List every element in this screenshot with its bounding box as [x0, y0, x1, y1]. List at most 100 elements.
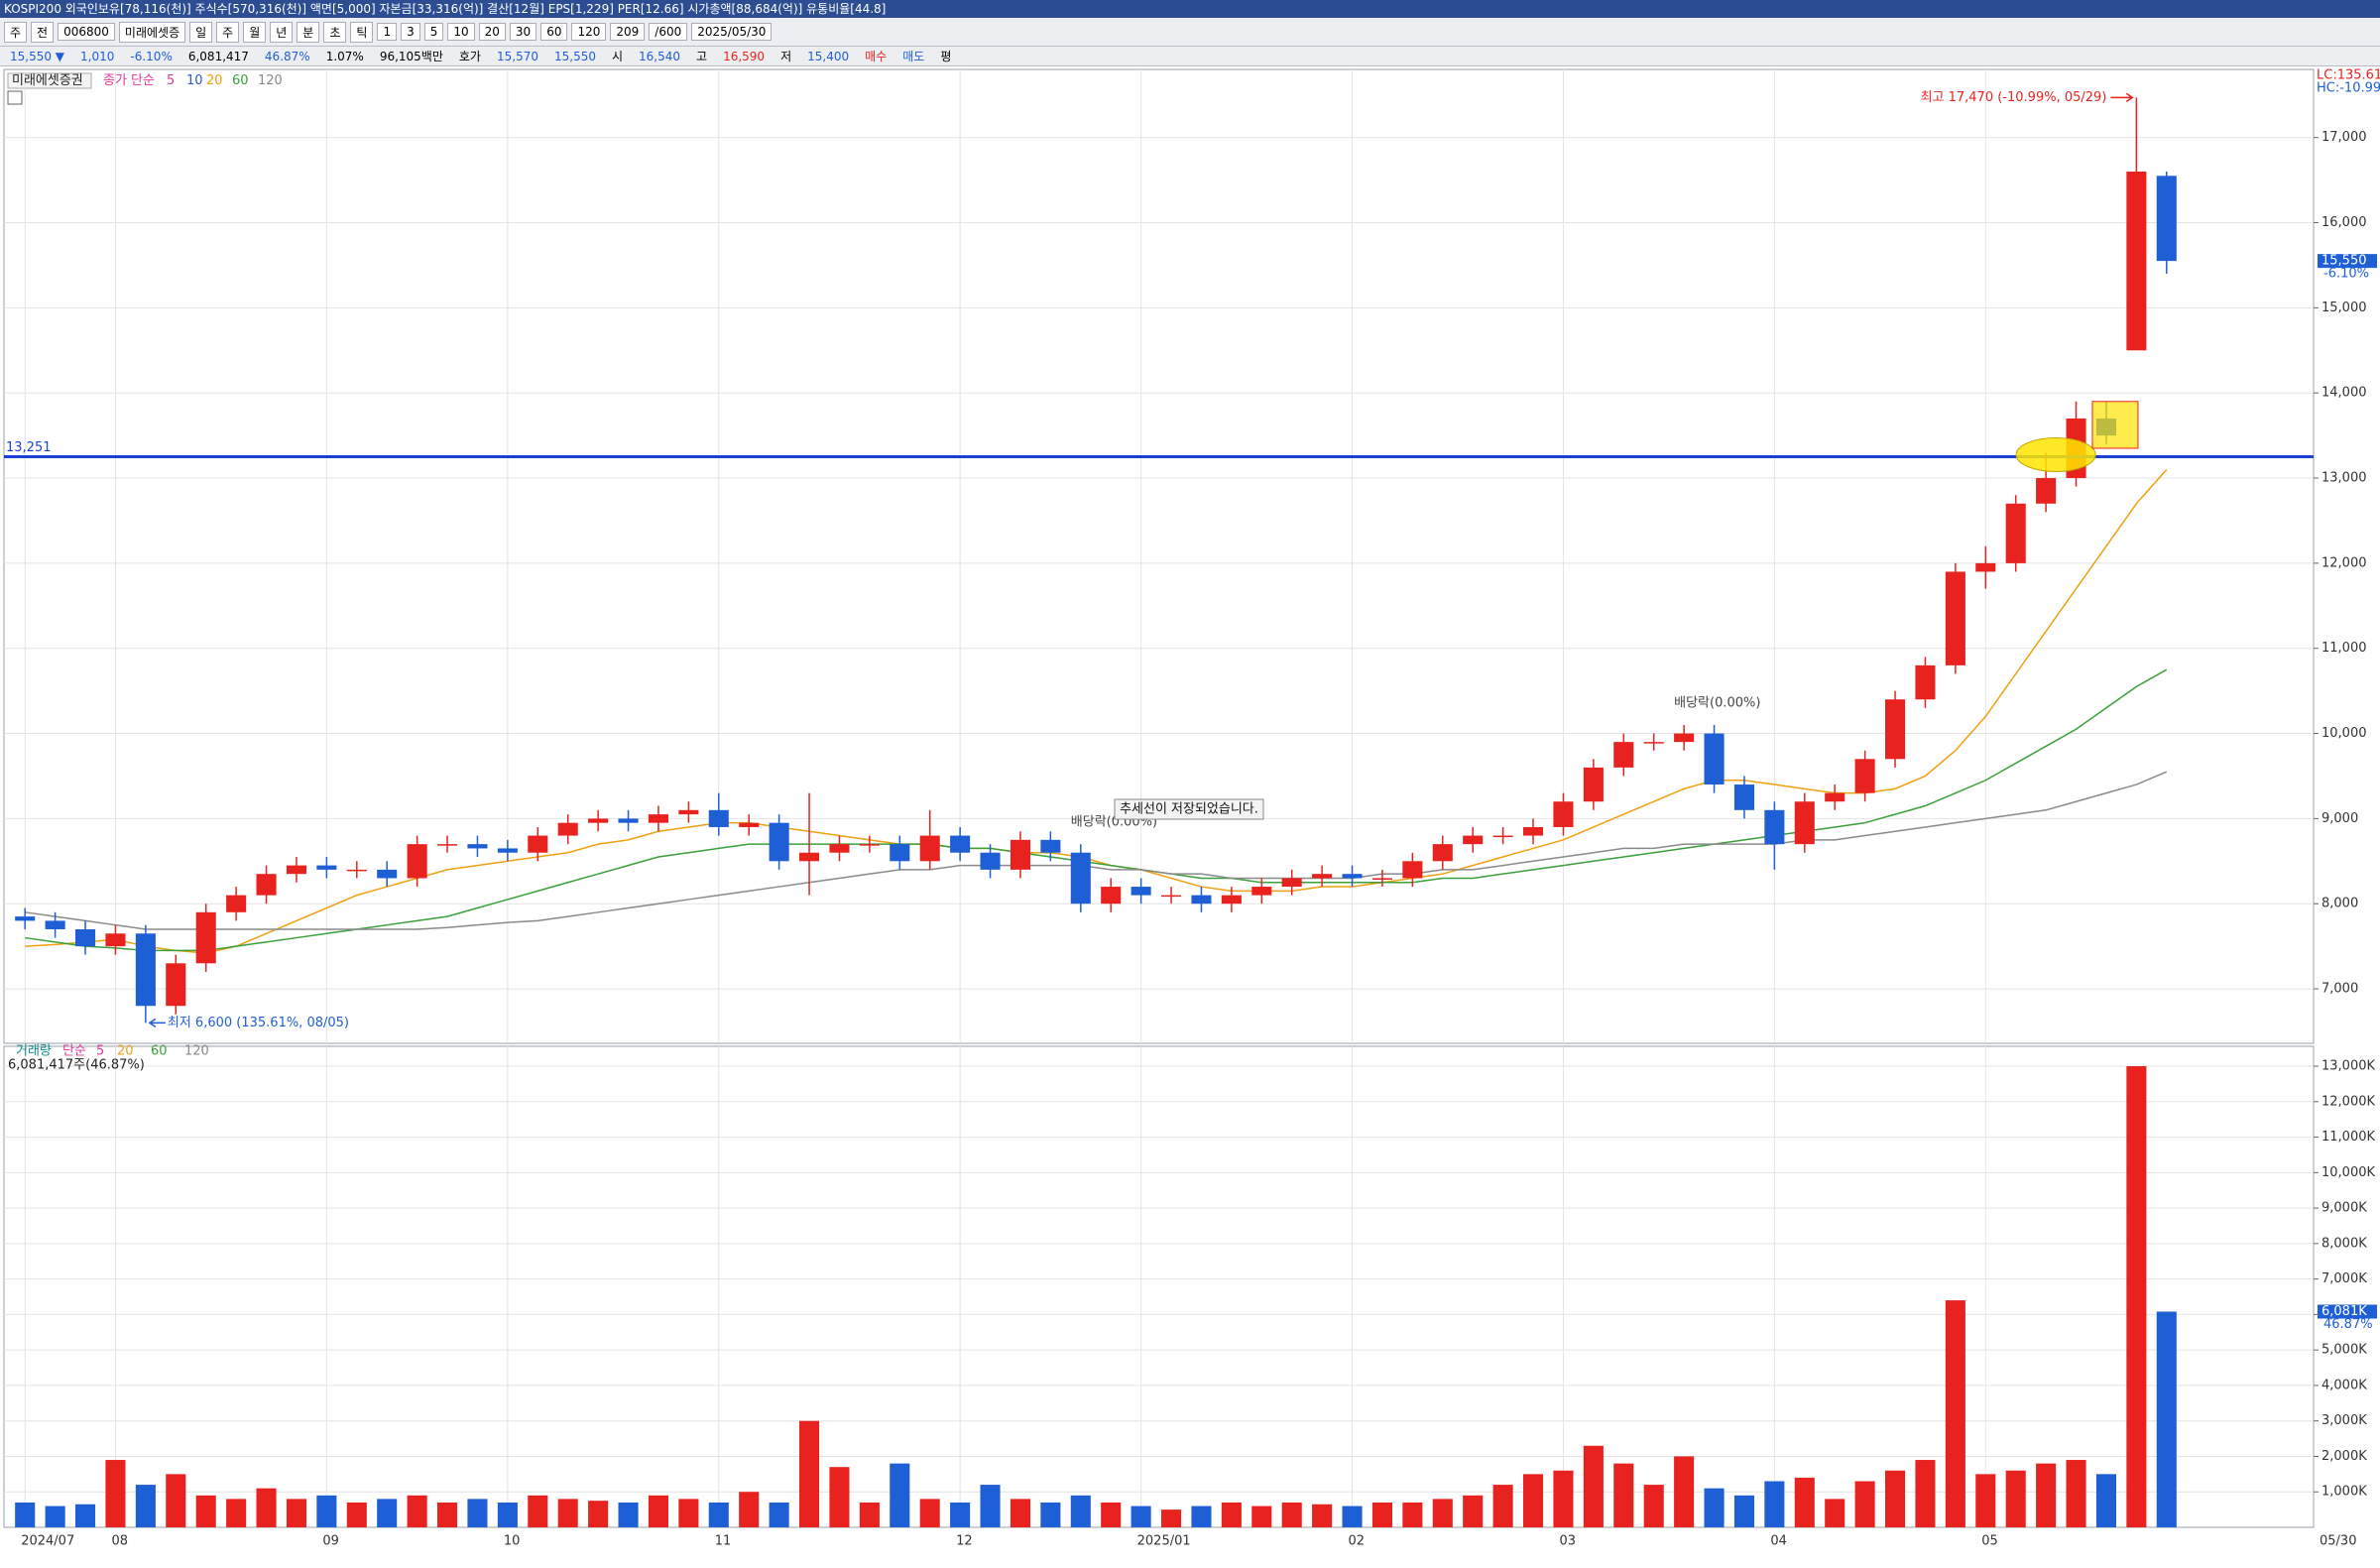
y-tick-label: 9,000K: [2321, 1201, 2367, 1216]
volume-bar: [890, 1463, 910, 1527]
pane-icon: [7, 90, 23, 105]
toolbar-item[interactable]: 30: [509, 23, 537, 41]
toolbar-item[interactable]: 006800: [58, 23, 115, 41]
candle-body: [105, 933, 126, 947]
toolbar-item[interactable]: 120: [571, 23, 607, 41]
volume-bar: [2126, 1066, 2147, 1527]
candle-body: [1553, 801, 1574, 827]
candle-body: [799, 852, 820, 862]
quote-item: 시: [611, 50, 624, 63]
volume-bar: [1342, 1506, 1363, 1527]
toolbar-item[interactable]: 미래에셋증: [118, 21, 186, 43]
toolbar-item[interactable]: 초: [323, 21, 347, 43]
y-tick-label: 10,000K: [2321, 1165, 2375, 1180]
trend-line-label: 13,251: [6, 440, 52, 455]
candle-body: [1101, 887, 1122, 905]
volume-bar: [648, 1495, 668, 1527]
candle-body: [195, 911, 216, 964]
candle-body: [980, 852, 1001, 870]
x-tick-label: 2024/07: [21, 1534, 74, 1549]
volume-bar: [2066, 1460, 2086, 1527]
volume-bar: [286, 1499, 306, 1527]
volume-legend-entry: 5: [96, 1044, 104, 1059]
volume-bar: [1371, 1502, 1392, 1527]
candle-body: [708, 809, 729, 827]
toolbar-item[interactable]: 5: [423, 23, 444, 41]
volume-bar: [1312, 1504, 1333, 1527]
toolbar: 주 전 006800 미래에셋증 일 주 월 년 분 초 틱 1 3 5 10 20 30 60 120 209/60…: [0, 18, 2380, 47]
volume-bar: [1040, 1502, 1061, 1527]
price-tag-change: -6.10%: [2323, 267, 2369, 282]
candle-body: [1854, 759, 1875, 793]
volume-bar: [1010, 1499, 1030, 1527]
volume-bar: [1463, 1495, 1484, 1527]
volume-bar: [1704, 1488, 1725, 1527]
volume-bar: [1643, 1485, 1664, 1527]
candle-body: [1371, 878, 1392, 880]
y-tick-label: 4,000K: [2321, 1378, 2367, 1392]
candle-body: [1070, 852, 1091, 905]
toolbar-item[interactable]: 일: [189, 21, 213, 43]
toolbar-item[interactable]: 월: [243, 21, 267, 43]
quote-item: 15,400: [807, 49, 850, 63]
quote-item: -6.10%: [130, 49, 173, 63]
volume-bar: [678, 1499, 699, 1527]
toolbar-item[interactable]: 분: [297, 21, 320, 43]
y-tick-label: 11,000: [2321, 641, 2367, 656]
volume-bar: [497, 1502, 518, 1527]
x-tick-label: 05: [1981, 1534, 1998, 1549]
hc-label: HC:-10.99: [2317, 81, 2380, 96]
x-tick-label: 11: [715, 1534, 732, 1549]
legend-entry: 60: [232, 73, 249, 88]
volume-bar: [2095, 1474, 2116, 1527]
broker-label: 미래에셋증권: [12, 73, 83, 88]
quote-item: 평: [940, 50, 952, 63]
candle-body: [316, 865, 337, 870]
volume-bar: [1221, 1502, 1242, 1527]
y-tick-label: 3,000K: [2321, 1413, 2367, 1428]
volume-bar: [1191, 1506, 1212, 1527]
toolbar-item[interactable]: 2025/05/30: [691, 23, 773, 41]
y-tick-label: 9,000: [2321, 811, 2358, 826]
y-tick-label: 13,000: [2321, 471, 2367, 486]
toolbar-item[interactable]: 틱: [350, 21, 374, 43]
candle-body: [1492, 835, 1513, 838]
dividend-label: 배당락(0.00%): [1674, 695, 1760, 710]
toolbar-item[interactable]: 주: [4, 21, 28, 43]
candle-body: [45, 920, 65, 929]
chart: 7,000 8,000 9,000 10,000 11,000 12,000 13,000 1…: [3, 68, 2380, 1549]
volume-bar: [557, 1499, 578, 1527]
candle-body: [739, 822, 760, 827]
volume-bar: [739, 1492, 760, 1527]
volume-info: 6,081,417주(46.87%): [8, 1058, 145, 1073]
toolbar-item[interactable]: 3: [401, 23, 420, 41]
volume-bar: [437, 1502, 458, 1527]
quote-item: 고: [696, 50, 708, 63]
toolbar-item[interactable]: 전: [31, 21, 55, 43]
toolbar-item[interactable]: 년: [270, 21, 294, 43]
volume-bar: [528, 1495, 548, 1527]
y-tick-label: 16,000: [2321, 215, 2367, 230]
toolbar-item[interactable]: 10: [447, 23, 475, 41]
volume-legend-entry: 120: [184, 1044, 209, 1059]
y-tick-label: 12,000K: [2321, 1094, 2375, 1109]
candle-body: [1432, 844, 1453, 862]
toolbar-item[interactable]: /600: [649, 23, 688, 41]
toolbar-item[interactable]: 주: [216, 21, 240, 43]
volume-bar: [2036, 1463, 2057, 1527]
candle-body: [1674, 733, 1695, 743]
volume-bar: [256, 1488, 277, 1527]
y-tick-label: 15,000: [2321, 301, 2367, 315]
quote-item: 1,010: [80, 49, 115, 63]
toolbar-item[interactable]: 60: [540, 23, 568, 41]
quote-item: 6,081,417: [187, 49, 249, 63]
candle-body: [1733, 784, 1754, 810]
price-tag-label: 15,550: [2321, 254, 2367, 269]
toolbar-item[interactable]: 20: [478, 23, 506, 41]
candle-body: [1915, 664, 1936, 700]
toolbar-item[interactable]: 209: [610, 23, 646, 41]
highlight-box: [2091, 401, 2139, 449]
toolbar-item[interactable]: 1: [377, 23, 398, 41]
candle-body: [2036, 478, 2057, 504]
